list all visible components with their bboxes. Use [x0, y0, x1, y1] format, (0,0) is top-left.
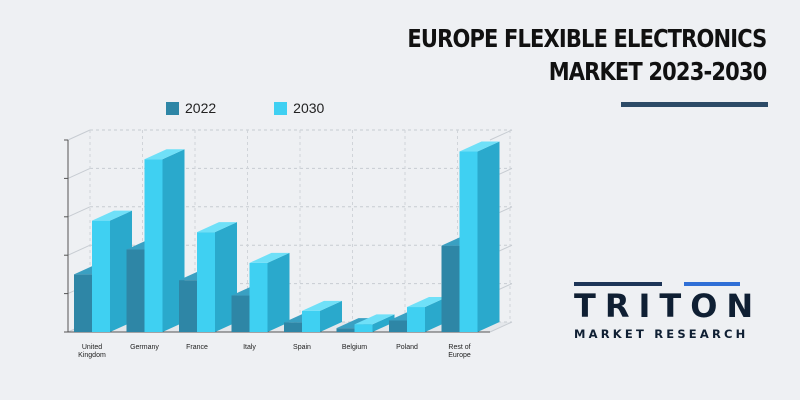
chart-bars: [74, 141, 500, 332]
bar-front-2030-3: [249, 262, 268, 332]
bar-side-2030-5: [372, 314, 395, 332]
logo-bar-dark: [574, 282, 662, 286]
grid-line-side-5: [67, 129, 91, 141]
x-tick-label-2: France: [186, 344, 208, 351]
bar-front-2030-0: [92, 220, 110, 332]
grid-line-side-2: [67, 244, 91, 256]
x-tick-label-0: United Kingdom: [78, 344, 106, 359]
grid-line-right-5: [489, 129, 513, 141]
legend-item-2022: 2022: [166, 100, 216, 116]
bar-front-2030-1: [144, 159, 163, 332]
bar-top-2030-4: [302, 300, 342, 311]
grid-line-side-4: [67, 167, 91, 179]
x-tick-label-line: Poland: [396, 344, 418, 351]
bar-front-2030-7: [459, 151, 478, 332]
bar-2030-0: [92, 210, 132, 332]
bar-front-2022-1: [126, 249, 145, 332]
x-tick-label-line: Rest of: [448, 344, 470, 351]
bar-front-2022-0: [74, 274, 92, 332]
bar-2030-5: [354, 314, 395, 332]
bar-2030-1: [144, 149, 185, 332]
bar-2030-2: [197, 222, 237, 332]
bar-top-2030-3: [249, 252, 290, 263]
bar-side-2030-4: [320, 300, 342, 332]
x-tick-label-line: Spain: [293, 344, 311, 351]
bar-front-2030-6: [407, 307, 425, 332]
legend-swatch-2030: [274, 101, 288, 115]
bar-top-2030-1: [144, 149, 185, 160]
logo-bar-blue: [684, 282, 740, 286]
bar-front-2022-7: [441, 245, 460, 332]
chart-title-line-1: EUROPE FLEXIBLE ELECTRONICS: [406, 24, 767, 53]
chart-category-labels: United Kingdom Germany France Italy Spain Belg…: [78, 344, 471, 359]
triton-logo: TRITON MARKET RESEARCH: [574, 282, 764, 342]
bar-top-2030-7: [459, 141, 500, 152]
bar-2030-4: [302, 300, 342, 332]
bar-front-2022-4: [284, 322, 302, 332]
chart-title: EUROPE FLEXIBLE ELECTRONICS MARKET 2023-…: [406, 22, 767, 88]
bar-front-2030-4: [302, 310, 320, 332]
x-tick-label-4: Spain: [293, 344, 311, 351]
bar-top-2030-0: [92, 210, 132, 221]
bar-front-2022-2: [179, 280, 197, 332]
legend-label-2022: 2022: [185, 100, 217, 116]
chart-title-line-2: MARKET 2023-2030: [548, 57, 767, 86]
x-tick-label-line: Germany: [130, 344, 159, 351]
legend-label-2030: 2030: [293, 100, 325, 116]
bar-front-2030-5: [354, 324, 373, 332]
bar-side-2030-3: [267, 252, 290, 332]
bar-2030-3: [249, 252, 290, 332]
bar-front-2030-2: [197, 232, 215, 332]
x-tick-label-line: Belgium: [342, 344, 367, 351]
bar-2030-7: [459, 141, 500, 332]
bar-side-2030-7: [477, 141, 500, 332]
x-tick-label-line: Italy: [243, 344, 256, 351]
x-tick-label-1: Germany: [130, 344, 159, 351]
x-tick-label-6: Poland: [396, 344, 418, 351]
chart-legend: 2022 2030: [166, 100, 382, 116]
legend-swatch-2022: [166, 101, 179, 115]
bar-top-2030-6: [407, 297, 447, 308]
grid-line-right-0: [489, 321, 513, 333]
logo-subtitle: MARKET RESEARCH: [574, 327, 749, 341]
logo-name: TRITON: [574, 287, 763, 325]
bar-top-2030-5: [354, 314, 395, 325]
x-tick-label-3: Italy: [243, 344, 256, 351]
x-tick-label-7: Rest of Europe: [448, 344, 471, 359]
x-tick-label-line: Europe: [448, 352, 471, 359]
legend-item-2030: 2030: [274, 100, 324, 116]
bar-front-2022-6: [389, 320, 407, 332]
bar-top-2030-2: [197, 222, 237, 233]
bar-front-2022-5: [336, 328, 355, 332]
x-tick-label-line: France: [186, 344, 208, 351]
grid-line-side-3: [67, 206, 91, 218]
x-tick-label-line: Kingdom: [78, 352, 106, 359]
x-tick-label-5: Belgium: [342, 344, 367, 351]
x-tick-label-line: United: [82, 344, 102, 351]
bar-front-2022-3: [231, 295, 250, 332]
title-underline: [621, 102, 768, 107]
